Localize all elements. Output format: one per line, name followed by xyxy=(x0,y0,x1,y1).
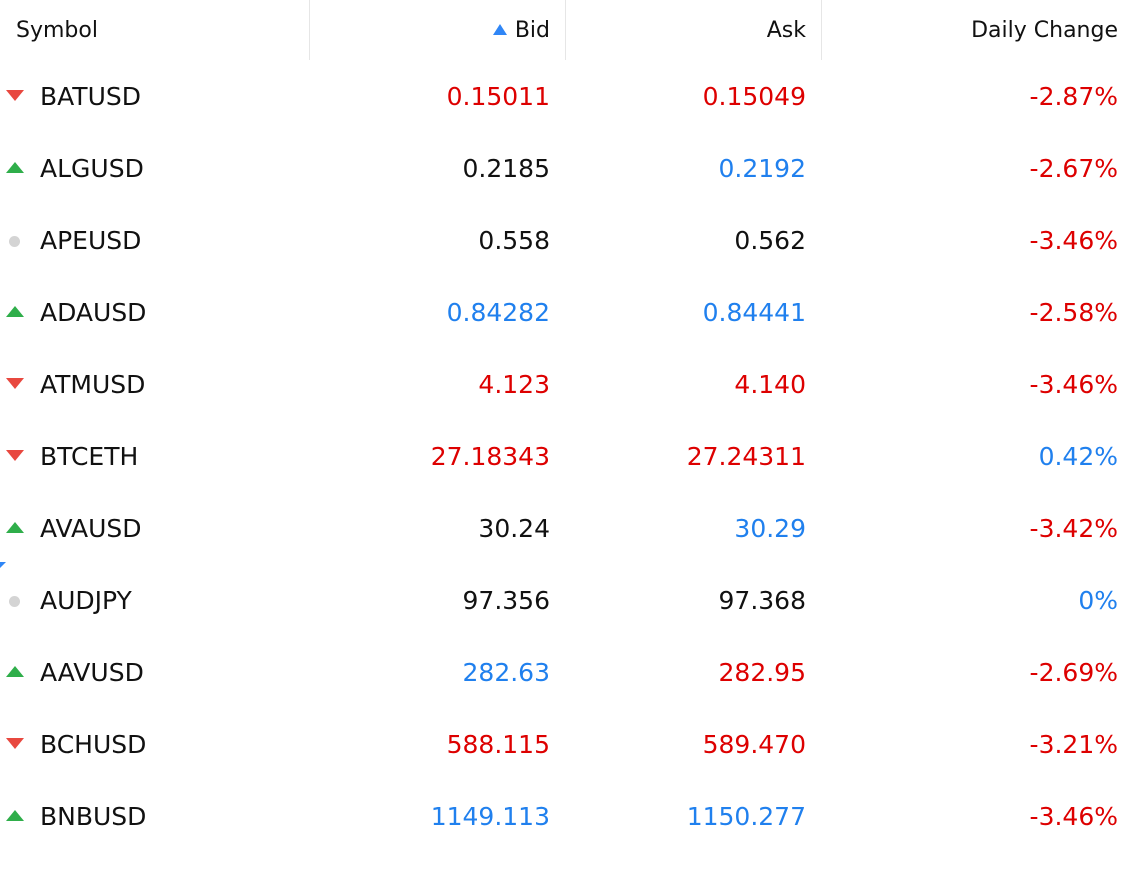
daily-change-cell: -2.87% xyxy=(1029,82,1118,111)
table-row[interactable]: ATMUSD 4.123 4.140 -3.46% xyxy=(0,348,1132,420)
ask-cell: 97.368 xyxy=(718,586,806,615)
ask-cell: 589.470 xyxy=(702,730,806,759)
ask-cell: 0.84441 xyxy=(702,298,806,327)
column-divider[interactable] xyxy=(821,0,822,60)
symbol-cell: AUDJPY xyxy=(40,586,132,615)
neutral-dot-icon xyxy=(6,564,24,636)
ask-cell: 4.140 xyxy=(734,370,806,399)
bid-cell: 282.63 xyxy=(462,658,550,687)
neutral-dot-icon xyxy=(6,204,24,276)
ask-cell: 30.29 xyxy=(734,514,806,543)
table-body: BATUSD 0.15011 0.15049 -2.87% ALGUSD 0.2… xyxy=(0,60,1132,852)
daily-change-cell: 0% xyxy=(1078,586,1118,615)
daily-change-cell: 0.42% xyxy=(1038,442,1118,471)
symbol-cell: BTCETH xyxy=(40,442,139,471)
sort-ascending-icon xyxy=(492,24,507,35)
column-header-bid[interactable]: Bid xyxy=(310,0,550,60)
column-divider[interactable] xyxy=(565,0,566,60)
column-header-ask[interactable]: Ask xyxy=(766,18,806,43)
bid-cell: 0.2185 xyxy=(462,154,550,183)
column-header-bid-label: Bid xyxy=(514,18,550,43)
arrow-down-icon xyxy=(6,60,24,132)
symbol-cell: AAVUSD xyxy=(40,658,144,687)
ask-cell: 0.2192 xyxy=(718,154,806,183)
symbol-cell: BATUSD xyxy=(40,82,142,111)
bid-cell: 0.558 xyxy=(478,226,550,255)
selection-marker-icon xyxy=(0,562,6,568)
arrow-up-icon xyxy=(6,636,24,708)
arrow-down-icon xyxy=(6,348,24,420)
daily-change-cell: -3.42% xyxy=(1029,514,1118,543)
column-header-daily-change[interactable]: Daily Change xyxy=(971,18,1118,43)
symbol-cell: BCHUSD xyxy=(40,730,147,759)
symbol-cell: ALGUSD xyxy=(40,154,144,183)
table-row[interactable]: BTCETH 27.18343 27.24311 0.42% xyxy=(0,420,1132,492)
arrow-up-icon xyxy=(6,780,24,852)
ask-cell: 282.95 xyxy=(718,658,806,687)
bid-cell: 27.18343 xyxy=(430,442,550,471)
bid-cell: 0.84282 xyxy=(446,298,550,327)
ask-cell: 27.24311 xyxy=(686,442,806,471)
arrow-down-icon xyxy=(6,708,24,780)
ask-cell: 0.15049 xyxy=(702,82,806,111)
table-row[interactable]: BNBUSD 1149.113 1150.277 -3.46% xyxy=(0,780,1132,852)
arrow-up-icon xyxy=(6,132,24,204)
bid-cell: 4.123 xyxy=(478,370,550,399)
daily-change-cell: -3.46% xyxy=(1029,802,1118,831)
bid-cell: 0.15011 xyxy=(446,82,550,111)
table-row[interactable]: AVAUSD 30.24 30.29 -3.42% xyxy=(0,492,1132,564)
symbol-cell: ADAUSD xyxy=(40,298,147,327)
arrow-down-icon xyxy=(6,420,24,492)
symbol-cell: AVAUSD xyxy=(40,514,142,543)
symbol-cell: BNBUSD xyxy=(40,802,147,831)
table-row[interactable]: AAVUSD 282.63 282.95 -2.69% xyxy=(0,636,1132,708)
table-header: Symbol Bid Ask Daily Change xyxy=(0,0,1132,60)
table-row[interactable]: BATUSD 0.15011 0.15049 -2.87% xyxy=(0,60,1132,132)
daily-change-cell: -2.58% xyxy=(1029,298,1118,327)
daily-change-cell: -2.67% xyxy=(1029,154,1118,183)
bid-cell: 97.356 xyxy=(462,586,550,615)
table-row[interactable]: BCHUSD 588.115 589.470 -3.21% xyxy=(0,708,1132,780)
quotes-table: Symbol Bid Ask Daily Change BATUSD 0.150… xyxy=(0,0,1132,852)
bid-cell: 1149.113 xyxy=(430,802,550,831)
table-row[interactable]: APEUSD 0.558 0.562 -3.46% xyxy=(0,204,1132,276)
ask-cell: 0.562 xyxy=(734,226,806,255)
table-row[interactable]: ALGUSD 0.2185 0.2192 -2.67% xyxy=(0,132,1132,204)
bid-cell: 30.24 xyxy=(478,514,550,543)
daily-change-cell: -3.46% xyxy=(1029,226,1118,255)
daily-change-cell: -3.21% xyxy=(1029,730,1118,759)
bid-cell: 588.115 xyxy=(446,730,550,759)
daily-change-cell: -2.69% xyxy=(1029,658,1118,687)
ask-cell: 1150.277 xyxy=(686,802,806,831)
symbol-cell: ATMUSD xyxy=(40,370,146,399)
symbol-cell: APEUSD xyxy=(40,226,142,255)
column-header-symbol[interactable]: Symbol xyxy=(16,18,98,43)
table-row[interactable]: ADAUSD 0.84282 0.84441 -2.58% xyxy=(0,276,1132,348)
daily-change-cell: -3.46% xyxy=(1029,370,1118,399)
column-divider[interactable] xyxy=(309,0,310,60)
table-row[interactable]: AUDJPY 97.356 97.368 0% xyxy=(0,564,1132,636)
arrow-up-icon xyxy=(6,492,24,564)
arrow-up-icon xyxy=(6,276,24,348)
